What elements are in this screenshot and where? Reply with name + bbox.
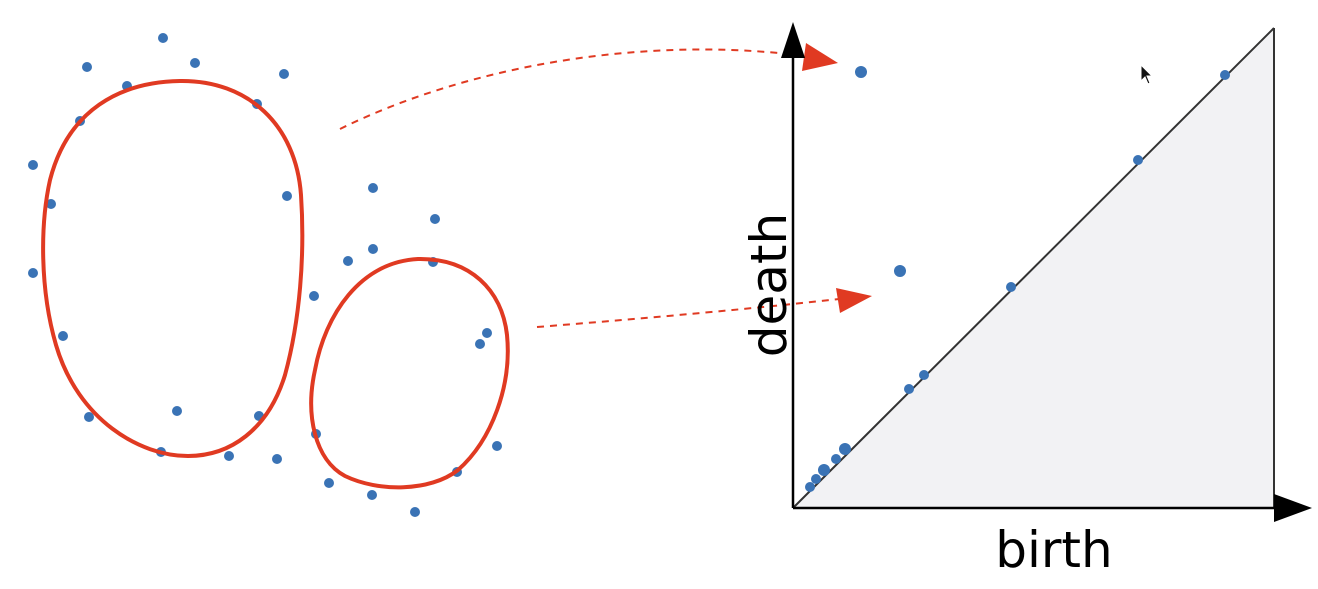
cloud-point (82, 62, 92, 72)
diagram-point (805, 482, 815, 492)
cloud-point (46, 199, 56, 209)
cloud-point (430, 214, 440, 224)
cloud-point (410, 507, 420, 517)
x-axis-arrowhead (1274, 494, 1312, 522)
diagram-point (919, 370, 929, 380)
cloud-point (368, 183, 378, 193)
diagram-point (818, 464, 830, 476)
cloud-point (279, 69, 289, 79)
diagram-point (831, 454, 841, 464)
diagram-point-large-loop (855, 66, 867, 78)
diagram-point (811, 474, 821, 484)
loops (41, 78, 510, 490)
y-axis-label: death (740, 213, 798, 357)
cloud-point (190, 58, 200, 68)
cloud-point (272, 454, 282, 464)
cloud-point (482, 328, 492, 338)
cloud-point (282, 191, 292, 201)
arrow-small-loop-to-point (536, 297, 849, 328)
cloud-point (367, 490, 377, 500)
cloud-point (343, 256, 353, 266)
cloud-point (224, 451, 234, 461)
cloud-point (309, 291, 319, 301)
cloud-point (475, 339, 485, 349)
persistence-plot: birth death (740, 22, 1312, 579)
cloud-point (158, 33, 168, 43)
diagram-point (1006, 282, 1016, 292)
cloud-point (172, 406, 182, 416)
x-axis-label: birth (995, 521, 1112, 579)
cloud-point (28, 268, 38, 278)
diagram-point (1133, 155, 1143, 165)
arrow-large-loop-to-point (339, 48, 789, 130)
cloud-point (324, 478, 334, 488)
pointer-arrow-icon (1140, 63, 1154, 85)
cloud-point (492, 441, 502, 451)
diagonal-line (792, 27, 1275, 509)
diagram-point (904, 384, 914, 394)
diagram-point (1220, 70, 1230, 80)
cloud-point (84, 412, 94, 422)
arrowhead-top (802, 43, 838, 71)
mapping-arrows (339, 48, 849, 328)
cloud-point (28, 160, 38, 170)
cloud-point (58, 331, 68, 341)
y-axis-arrowhead (781, 22, 805, 58)
cloud-point (368, 244, 378, 254)
small-loop (309, 256, 510, 490)
large-loop (41, 78, 305, 459)
arrowhead-middle (836, 288, 872, 313)
diagram-point (839, 443, 851, 455)
diagram-point-small-loop (894, 265, 906, 277)
diagram-points (805, 66, 1230, 492)
